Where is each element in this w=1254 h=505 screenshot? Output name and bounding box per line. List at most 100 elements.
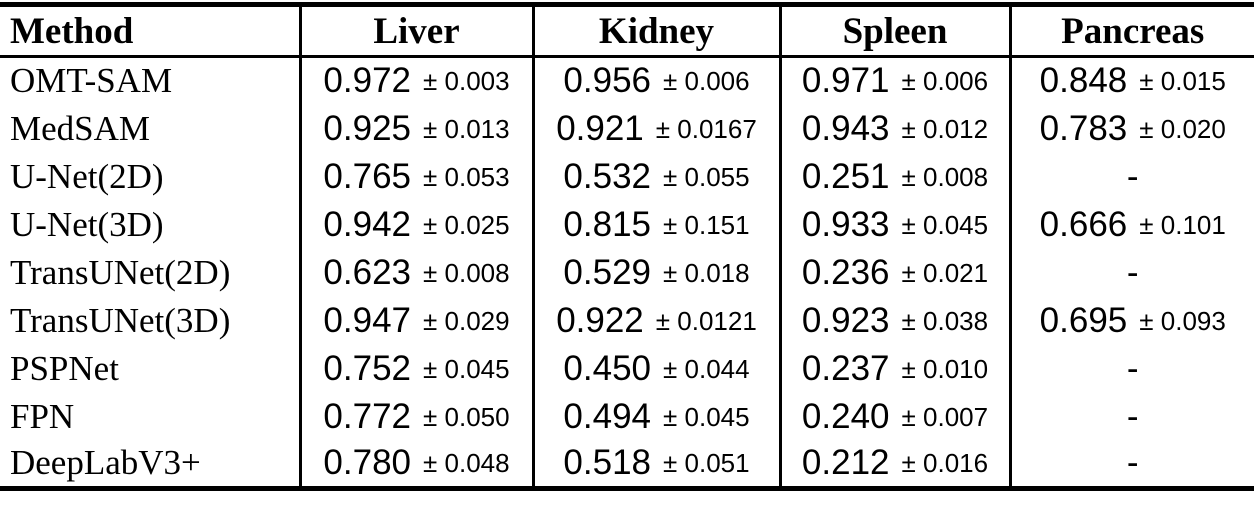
results-table: Method Liver Kidney Spleen Pancreas OMT-… xyxy=(0,2,1254,491)
std-dev: ± 0.055 xyxy=(663,161,750,192)
dice-value: 0.529 xyxy=(563,252,652,292)
method-name: OMT-SAM xyxy=(10,61,173,101)
table-row: MedSAM 0.925 ± 0.013 0.921 ± 0.0167 0.943 ±… xyxy=(0,104,1254,153)
dice-value: 0.921 xyxy=(556,108,644,148)
score-cell: 0.494 ± 0.045 xyxy=(531,392,780,441)
score-cell: 0.925 ± 0.013 xyxy=(298,104,533,153)
dice-value: 0.772 xyxy=(323,396,412,436)
score-cell: 0.237 ± 0.010 xyxy=(778,344,1010,393)
dice-value: - xyxy=(1126,396,1139,436)
dice-value: 0.956 xyxy=(563,61,652,101)
dice-value: 0.923 xyxy=(801,300,890,340)
std-dev: ± 0.0167 xyxy=(655,113,757,144)
score-cell: 0.240 ± 0.007 xyxy=(778,392,1010,441)
dice-value: 0.237 xyxy=(801,348,890,388)
std-dev: ± 0.013 xyxy=(423,113,510,144)
table-row: TransUNet(3D) 0.947 ± 0.029 0.922 ± 0.0121… xyxy=(0,296,1254,345)
table-row: DeepLabV3+ 0.780 ± 0.048 0.518 ± 0.051 0.2… xyxy=(0,440,1254,489)
std-dev: ± 0.044 xyxy=(663,353,750,384)
dice-value: 0.666 xyxy=(1039,204,1128,244)
dice-value: 0.943 xyxy=(801,108,890,148)
dice-value: 0.765 xyxy=(323,156,412,196)
std-dev: ± 0.012 xyxy=(901,113,989,144)
dice-value: 0.695 xyxy=(1039,300,1128,340)
std-dev: ± 0.038 xyxy=(901,305,989,336)
std-dev: ± 0.010 xyxy=(901,353,989,384)
dice-value: 0.532 xyxy=(563,156,652,196)
dice-value: - xyxy=(1126,156,1139,196)
std-dev: ± 0.006 xyxy=(663,66,750,97)
score-cell: 0.783 ± 0.020 xyxy=(1008,104,1254,153)
table-row: U-Net(2D) 0.765 ± 0.053 0.532 ± 0.055 0.25… xyxy=(0,152,1254,201)
std-dev: ± 0.0121 xyxy=(655,305,757,336)
dice-value: 0.972 xyxy=(323,61,412,101)
score-cell: 0.921 ± 0.0167 xyxy=(531,104,780,153)
dice-value: 0.947 xyxy=(323,300,412,340)
column-header-pancreas: Pancreas xyxy=(1008,4,1254,58)
dice-value: 0.212 xyxy=(801,443,890,483)
score-cell: 0.947 ± 0.029 xyxy=(298,296,533,345)
method-name: TransUNet(2D) xyxy=(10,252,231,292)
table-row: OMT-SAM 0.972 ± 0.003 0.956 ± 0.006 0.971 ±… xyxy=(0,56,1254,105)
column-header-spleen: Spleen xyxy=(778,4,1010,58)
score-cell: 0.532 ± 0.055 xyxy=(531,152,780,201)
score-cell: 0.251 ± 0.008 xyxy=(778,152,1010,201)
std-dev: ± 0.016 xyxy=(901,448,989,479)
dice-value: - xyxy=(1126,443,1139,483)
std-dev: ± 0.021 xyxy=(901,257,989,288)
dice-value: 0.518 xyxy=(563,443,652,483)
method-name: PSPNet xyxy=(10,348,119,388)
dice-value: 0.848 xyxy=(1039,61,1128,101)
dice-value: 0.240 xyxy=(801,396,890,436)
method-name: U-Net(2D) xyxy=(10,156,164,196)
std-dev: ± 0.051 xyxy=(663,448,750,479)
std-dev: ± 0.006 xyxy=(901,66,989,97)
std-dev: ± 0.045 xyxy=(901,209,989,240)
table-row: FPN 0.772 ± 0.050 0.494 ± 0.045 0.240 ± 0.0… xyxy=(0,392,1254,441)
dice-value: 0.251 xyxy=(801,156,890,196)
score-cell: 0.922 ± 0.0121 xyxy=(531,296,780,345)
score-cell: - xyxy=(1008,392,1254,441)
dice-value: 0.925 xyxy=(323,108,412,148)
score-cell: 0.942 ± 0.025 xyxy=(298,200,533,249)
score-cell: - xyxy=(1008,152,1254,201)
score-cell: 0.450 ± 0.044 xyxy=(531,344,780,393)
dice-value: - xyxy=(1126,252,1139,292)
dice-value: 0.494 xyxy=(563,396,652,436)
dice-value: 0.933 xyxy=(801,204,890,244)
score-cell: 0.772 ± 0.050 xyxy=(298,392,533,441)
method-name: U-Net(3D) xyxy=(10,204,164,244)
std-dev: ± 0.008 xyxy=(423,257,510,288)
method-name: DeepLabV3+ xyxy=(10,443,201,483)
std-dev: ± 0.029 xyxy=(423,305,510,336)
std-dev: ± 0.003 xyxy=(423,66,510,97)
table-row: PSPNet 0.752 ± 0.045 0.450 ± 0.044 0.237 ± … xyxy=(0,344,1254,393)
table-row: TransUNet(2D) 0.623 ± 0.008 0.529 ± 0.018 … xyxy=(0,248,1254,297)
dice-value: 0.971 xyxy=(801,61,890,101)
score-cell: 0.695 ± 0.093 xyxy=(1008,296,1254,345)
dice-value: 0.752 xyxy=(323,348,412,388)
std-dev: ± 0.101 xyxy=(1139,209,1226,240)
dice-value: 0.815 xyxy=(563,204,652,244)
score-cell: 0.780 ± 0.048 xyxy=(298,440,533,489)
std-dev: ± 0.025 xyxy=(423,209,510,240)
score-cell: 0.933 ± 0.045 xyxy=(778,200,1010,249)
dice-value: 0.783 xyxy=(1039,108,1128,148)
std-dev: ± 0.048 xyxy=(423,448,510,479)
std-dev: ± 0.008 xyxy=(901,161,989,192)
score-cell: 0.923 ± 0.038 xyxy=(778,296,1010,345)
std-dev: ± 0.018 xyxy=(663,257,750,288)
score-cell: - xyxy=(1008,344,1254,393)
std-dev: ± 0.053 xyxy=(423,161,510,192)
method-name: TransUNet(3D) xyxy=(10,300,231,340)
std-dev: ± 0.050 xyxy=(423,401,510,432)
score-cell: 0.971 ± 0.006 xyxy=(778,56,1010,105)
score-cell: - xyxy=(1008,248,1254,297)
dice-value: 0.922 xyxy=(556,300,644,340)
score-cell: 0.815 ± 0.151 xyxy=(531,200,780,249)
score-cell: 0.972 ± 0.003 xyxy=(298,56,533,105)
header-row: Method Liver Kidney Spleen Pancreas xyxy=(0,4,1254,58)
column-header-liver: Liver xyxy=(298,4,533,58)
score-cell: 0.529 ± 0.018 xyxy=(531,248,780,297)
